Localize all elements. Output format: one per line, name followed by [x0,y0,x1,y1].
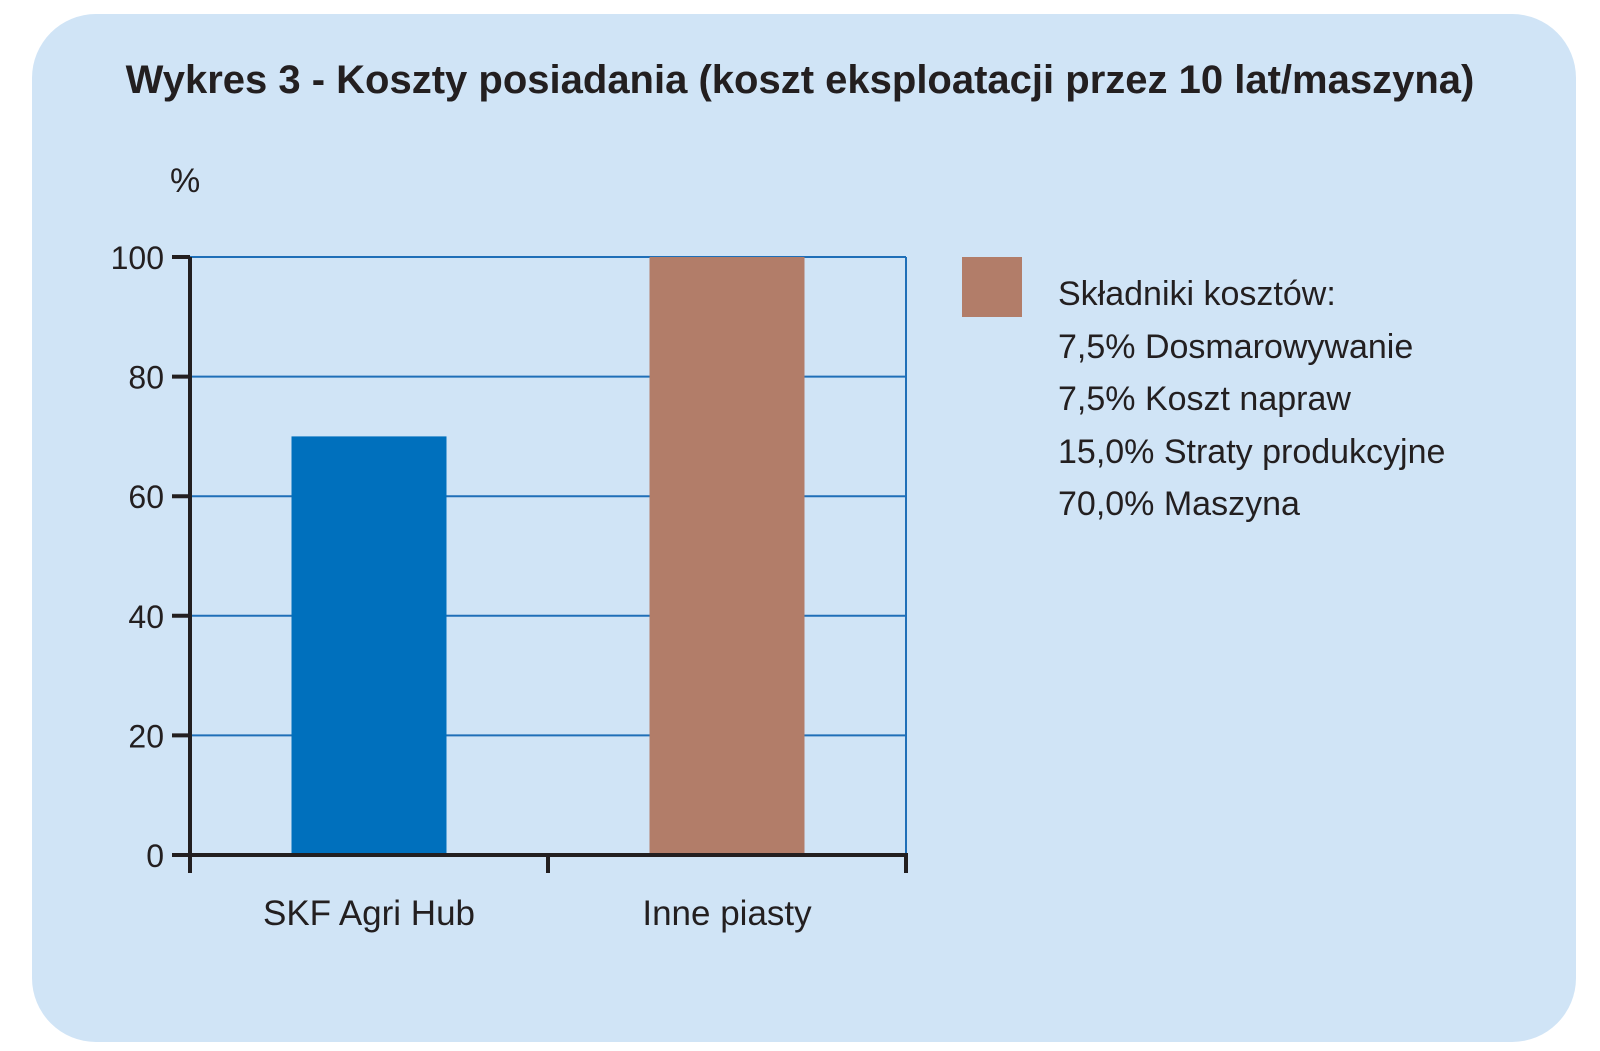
legend-item: 15,0% Straty produkcyjne [1058,432,1446,471]
legend-item: 70,0% Maszyna [1058,485,1300,523]
y-tick-label: 0 [146,838,164,874]
y-tick-label: 60 [128,479,164,515]
bar-skf-agri-hub [291,436,447,855]
bar-inne-piasty [649,257,805,855]
y-tick-label: 20 [128,718,164,754]
legend-item: 7,5% Koszt napraw [1058,380,1351,418]
y-axis-unit-label: % [170,162,201,200]
x-category-label: SKF Agri Hub [263,894,475,933]
bars [291,257,805,855]
chart-title: Wykres 3 - Koszty posiadania (koszt eksp… [125,58,1475,102]
axes [172,255,908,873]
tick-labels: 0 20 40 60 80 100 SKF Agri Hub Inne piasty [111,240,813,933]
y-tick-label: 80 [128,360,164,396]
x-category-label: Inne piasty [642,894,812,933]
y-tick-label: 100 [111,240,164,276]
y-tick-label: 40 [128,599,164,635]
legend-heading: Składniki kosztów: [1058,275,1336,313]
legend-swatch [962,257,1022,317]
legend: Składniki kosztów: 7,5% Dosmarowywanie 7… [1058,268,1445,531]
legend-item: 7,5% Dosmarowywanie [1058,327,1414,366]
